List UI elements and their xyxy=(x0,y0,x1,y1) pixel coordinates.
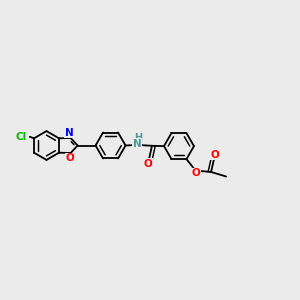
Text: O: O xyxy=(143,159,152,169)
Text: N: N xyxy=(65,128,74,138)
Text: O: O xyxy=(192,169,201,178)
Text: N: N xyxy=(133,139,141,149)
Text: H: H xyxy=(134,133,142,143)
Text: O: O xyxy=(211,150,220,160)
Text: Cl: Cl xyxy=(16,132,27,142)
Text: O: O xyxy=(66,153,74,163)
